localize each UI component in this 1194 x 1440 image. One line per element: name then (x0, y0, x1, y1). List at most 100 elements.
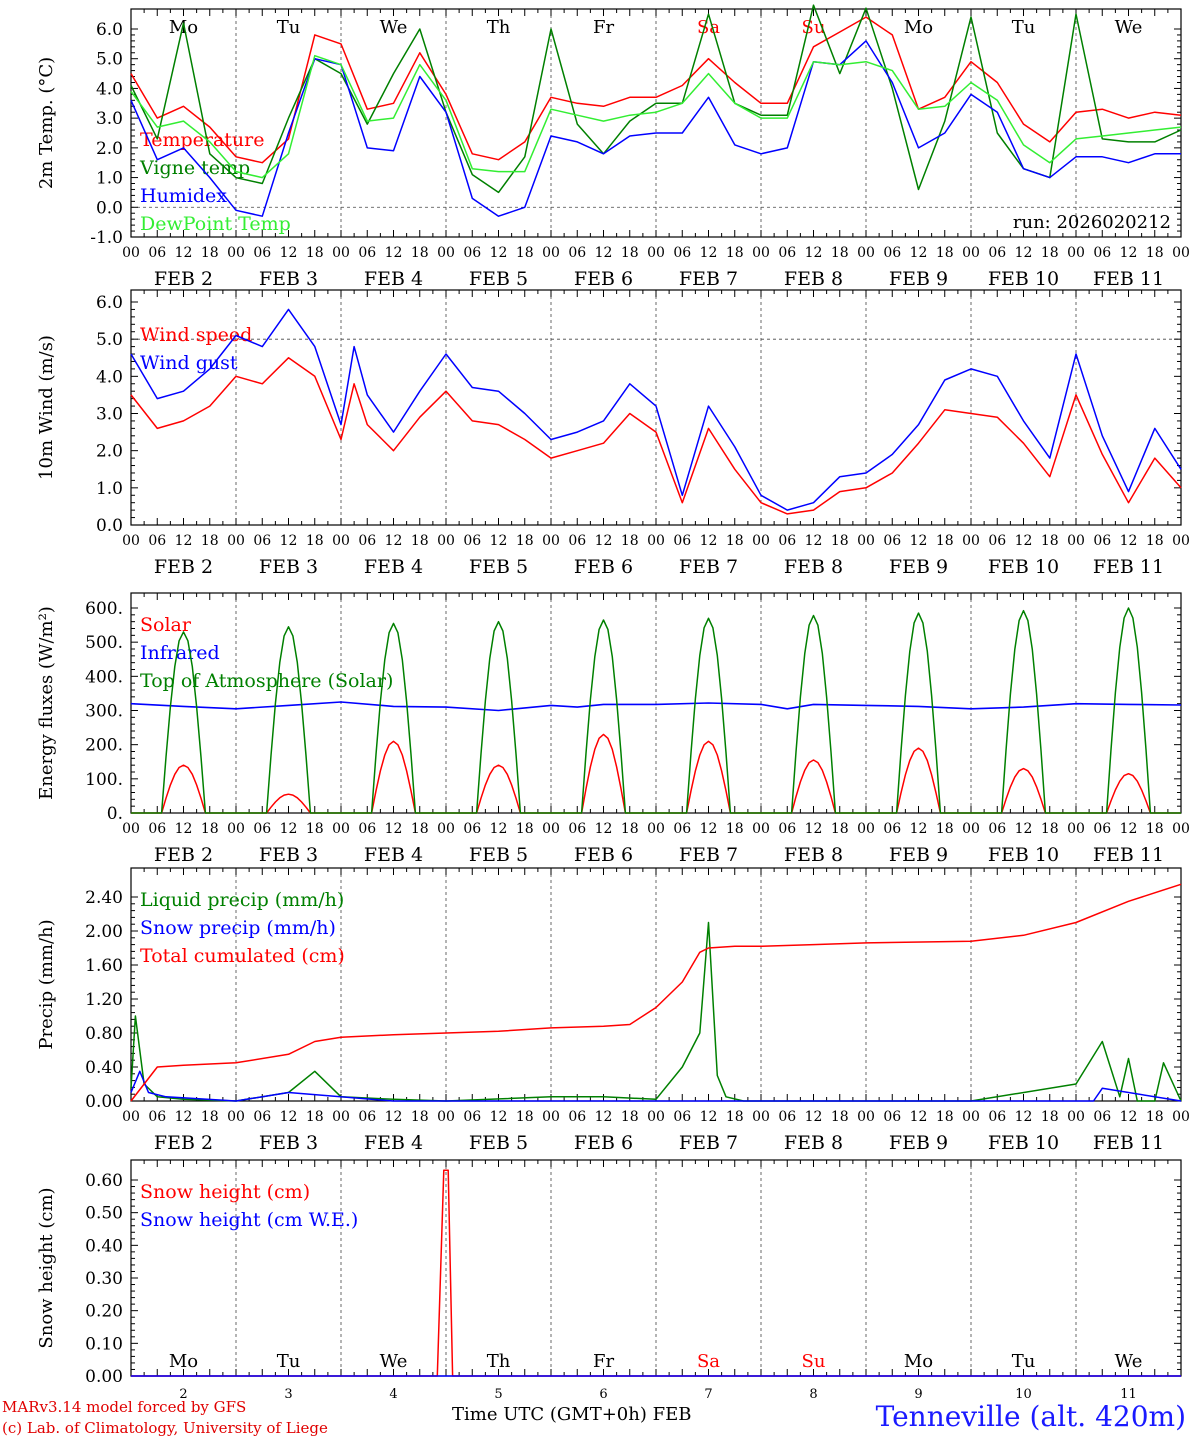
temp-hour-label: 18 (831, 245, 849, 261)
wind-hour-label: 06 (1093, 533, 1111, 549)
time-axis-label: Time UTC (GMT+0h) (452, 1404, 647, 1425)
energy-hour-label: 06 (568, 821, 586, 837)
temp-date-label: FEB 10 (988, 268, 1059, 290)
temp-legend-entry: Humidex (140, 185, 227, 207)
precip-hour-label: 18 (936, 1109, 954, 1125)
energy-legend-entry: Infrared (140, 642, 220, 664)
precip-series-total-cumulated-cm- (130, 883, 1182, 1102)
precip-date-label: FEB 6 (574, 1132, 633, 1154)
wind-hour-label: 18 (516, 533, 534, 549)
bottom-day-number: 4 (389, 1387, 397, 1402)
temp-hour-label: 06 (568, 245, 586, 261)
weekday-label: Sa (697, 1351, 720, 1372)
temp-y-axis-label: 2m Temp. (°C) (36, 57, 57, 189)
precip-y-tick-label: 0.00 (85, 1092, 123, 1112)
energy-hour-label: 12 (805, 821, 823, 837)
precip-hour-label: 18 (726, 1109, 744, 1125)
temp-y-tick-label: 3.0 (96, 109, 123, 129)
precip-hour-label: 18 (621, 1109, 639, 1125)
energy-hour-label: 06 (463, 821, 481, 837)
temp-hour-label: 06 (778, 245, 796, 261)
weekday-label: Th (487, 17, 511, 38)
precip-hour-label: 18 (831, 1109, 849, 1125)
precip-hour-label: 00 (122, 1109, 140, 1125)
temp-y-tick-label: 1.0 (96, 169, 123, 189)
wind-hour-label: 18 (411, 533, 429, 549)
precip-hour-label: 12 (805, 1109, 823, 1125)
wind-y-tick-label: 0.0 (96, 516, 123, 536)
temp-series-vigne-temp (130, 4, 1182, 194)
weekday-label: Sa (697, 17, 720, 38)
energy-series-top-of-atmosphere-solar- (131, 607, 1181, 814)
snow-y-tick-label: 0.50 (85, 1204, 123, 1224)
energy-y-tick-label: 100. (85, 770, 123, 790)
wind-hour-label: 18 (1146, 533, 1164, 549)
temp-hour-label: 12 (385, 245, 403, 261)
energy-date-label: FEB 6 (574, 844, 633, 866)
precip-date-label: FEB 3 (259, 1132, 318, 1154)
precip-hour-label: 06 (358, 1109, 376, 1125)
precip-hour-label: 12 (595, 1109, 613, 1125)
precip-hour-label: 00 (332, 1109, 350, 1125)
snow-y-tick-label: 0.60 (85, 1171, 123, 1191)
wind-hour-label: 06 (883, 533, 901, 549)
precip-hour-label: 12 (490, 1109, 508, 1125)
energy-y-tick-label: 300. (85, 702, 123, 722)
wind-hour-label: 12 (490, 533, 508, 549)
weekday-label: We (380, 17, 408, 38)
wind-hour-label: 12 (1015, 533, 1033, 549)
temp-hour-label: 06 (253, 245, 271, 261)
energy-hour-label: 06 (253, 821, 271, 837)
energy-hour-label: 18 (516, 821, 534, 837)
energy-hour-label: 00 (332, 821, 350, 837)
wind-hour-label: 00 (332, 533, 350, 549)
temp-hour-label: 12 (910, 245, 928, 261)
weekday-label: Tu (1012, 17, 1036, 38)
temp-hour-label: 00 (227, 245, 245, 261)
temp-hour-label: 00 (1067, 245, 1085, 261)
precip-date-label: FEB 11 (1093, 1132, 1164, 1154)
wind-date-label: FEB 7 (679, 556, 738, 578)
temp-legend-entry: Temperature (140, 129, 264, 151)
temp-hour-label: 06 (148, 245, 166, 261)
precip-y-tick-label: 0.40 (85, 1058, 123, 1078)
bottom-day-number: 8 (809, 1387, 817, 1402)
wind-hour-label: 06 (673, 533, 691, 549)
wind-y-tick-label: 2.0 (96, 442, 123, 462)
temp-date-label: FEB 8 (784, 268, 843, 290)
energy-date-label: FEB 8 (784, 844, 843, 866)
precip-hour-label: 06 (673, 1109, 691, 1125)
precip-hour-label: 06 (883, 1109, 901, 1125)
precip-hour-label: 12 (1120, 1109, 1138, 1125)
wind-hour-label: 00 (752, 533, 770, 549)
temp-hour-label: 00 (437, 245, 455, 261)
bottom-day-number: 9 (914, 1387, 922, 1402)
temp-hour-label: 00 (332, 245, 350, 261)
snow-legend-entry: Snow height (cm) (140, 1181, 310, 1203)
energy-y-tick-label: 500. (85, 633, 123, 653)
temp-hour-label: 18 (726, 245, 744, 261)
precip-hour-label: 00 (542, 1109, 560, 1125)
precip-hour-label: 12 (280, 1109, 298, 1125)
bottom-day-number: 2 (179, 1387, 187, 1402)
wind-series-wind-gust (130, 308, 1182, 511)
energy-hour-label: 12 (280, 821, 298, 837)
precip-hour-label: 12 (385, 1109, 403, 1125)
month-label: FEB (652, 1404, 692, 1425)
wind-hour-label: 06 (568, 533, 586, 549)
energy-date-label: FEB 5 (469, 844, 528, 866)
wind-date-label: FEB 10 (988, 556, 1059, 578)
wind-hour-label: 00 (962, 533, 980, 549)
bottom-day-number: 6 (599, 1387, 607, 1402)
energy-y-tick-label: 0. (107, 804, 123, 824)
energy-hour-label: 00 (542, 821, 560, 837)
lab-credit-line: (c) Lab. of Climatology, University of L… (2, 1419, 328, 1437)
energy-date-label: FEB 10 (988, 844, 1059, 866)
temp-hour-label: 18 (201, 245, 219, 261)
wind-hour-label: 18 (201, 533, 219, 549)
wind-y-tick-label: 3.0 (96, 405, 123, 425)
wind-y-tick-label: 4.0 (96, 367, 123, 387)
wind-hour-label: 00 (542, 533, 560, 549)
temp-hour-label: 18 (411, 245, 429, 261)
